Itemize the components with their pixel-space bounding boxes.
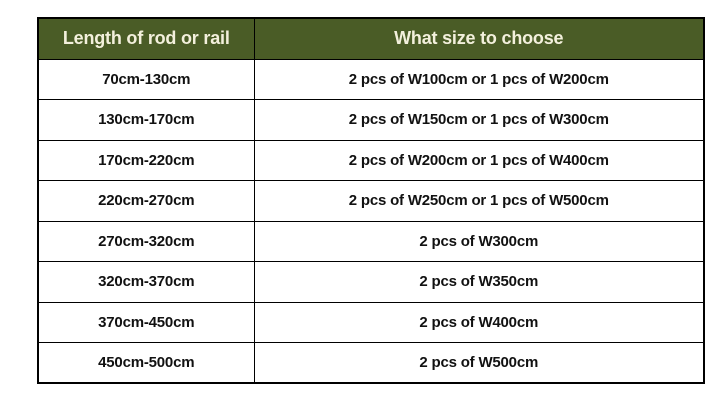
length-cell: 130cm-170cm — [37, 99, 255, 141]
length-cell: 270cm-320cm — [37, 220, 255, 262]
table-row: 320cm-370cm 2 pcs of W350cm — [37, 261, 705, 303]
length-cell: 220cm-270cm — [37, 180, 255, 222]
size-cell: 2 pcs of W150cm or 1 pcs of W300cm — [253, 99, 705, 141]
size-cell: 2 pcs of W500cm — [253, 342, 705, 384]
length-cell: 450cm-500cm — [37, 342, 255, 384]
length-cell: 70cm-130cm — [37, 58, 255, 100]
size-cell: 2 pcs of W350cm — [253, 261, 705, 303]
table-row: 220cm-270cm 2 pcs of W250cm or 1 pcs of … — [37, 180, 705, 222]
size-cell: 2 pcs of W250cm or 1 pcs of W500cm — [253, 180, 705, 222]
length-cell: 370cm-450cm — [37, 301, 255, 343]
table-body: 70cm-130cm 2 pcs of W100cm or 1 pcs of W… — [37, 58, 705, 384]
table-row: 70cm-130cm 2 pcs of W100cm or 1 pcs of W… — [37, 58, 705, 100]
table-row: 270cm-320cm 2 pcs of W300cm — [37, 220, 705, 262]
table-header: Length of rod or rail What size to choos… — [37, 17, 705, 60]
length-cell: 320cm-370cm — [37, 261, 255, 303]
size-cell: 2 pcs of W100cm or 1 pcs of W200cm — [253, 58, 705, 100]
header-row: Length of rod or rail What size to choos… — [37, 17, 705, 60]
header-length-column: Length of rod or rail — [37, 17, 255, 60]
size-chart-container: Length of rod or rail What size to choos… — [37, 17, 705, 384]
table-row: 130cm-170cm 2 pcs of W150cm or 1 pcs of … — [37, 99, 705, 141]
size-cell: 2 pcs of W300cm — [253, 220, 705, 262]
size-cell: 2 pcs of W200cm or 1 pcs of W400cm — [253, 139, 705, 181]
table-row: 170cm-220cm 2 pcs of W200cm or 1 pcs of … — [37, 139, 705, 181]
size-cell: 2 pcs of W400cm — [253, 301, 705, 343]
table-row: 450cm-500cm 2 pcs of W500cm — [37, 342, 705, 384]
table-row: 370cm-450cm 2 pcs of W400cm — [37, 301, 705, 343]
length-cell: 170cm-220cm — [37, 139, 255, 181]
size-chart-table: Length of rod or rail What size to choos… — [37, 17, 705, 384]
header-size-column: What size to choose — [253, 17, 705, 60]
